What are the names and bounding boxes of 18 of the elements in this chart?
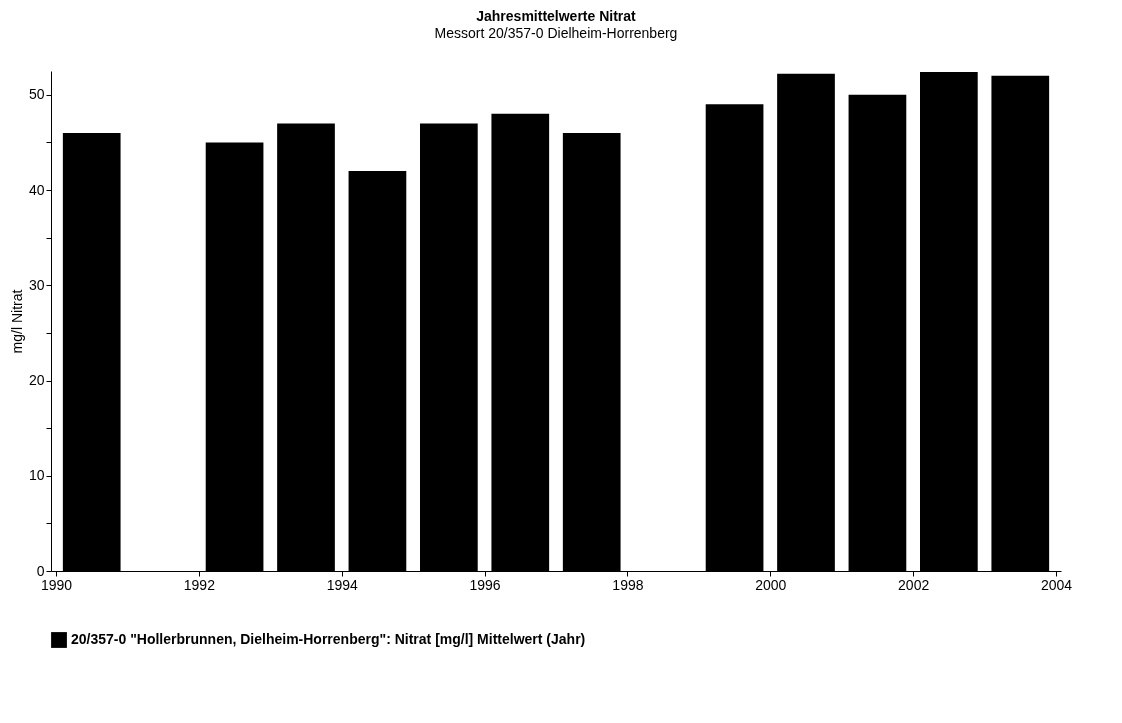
x-tick-label: 1994 [326,576,358,593]
y-axis-title: mg/l Nitrat [8,289,25,354]
x-tick-label: 1998 [612,576,644,593]
x-tick-label: 2000 [755,576,787,593]
y-tick-label: 20 [28,372,45,389]
y-tick-label: 0 [36,562,45,579]
x-tick-label: 2002 [898,576,930,593]
y-tick-label: 50 [28,86,45,103]
chart-subtitle: Messort 20/357-0 Dielheim-Horrenberg [434,25,678,41]
y-tick-label: 30 [28,276,45,293]
x-tick-label: 1990 [40,576,73,593]
legend-label: 20/357-0 "Hollerbrunnen, Dielheim-Horrenberg": Nitrat [mg/l] Mittelwert (Jahr) [71,631,586,647]
y-tick-label: 10 [28,467,45,484]
x-tick-label: 2004 [1040,576,1073,593]
chart-title: Jahresmittelwerte Nitrat [476,8,637,24]
x-tick-label: 1992 [183,576,216,593]
y-tick-label: 40 [28,181,45,198]
x-tick-label: 1996 [469,576,501,593]
